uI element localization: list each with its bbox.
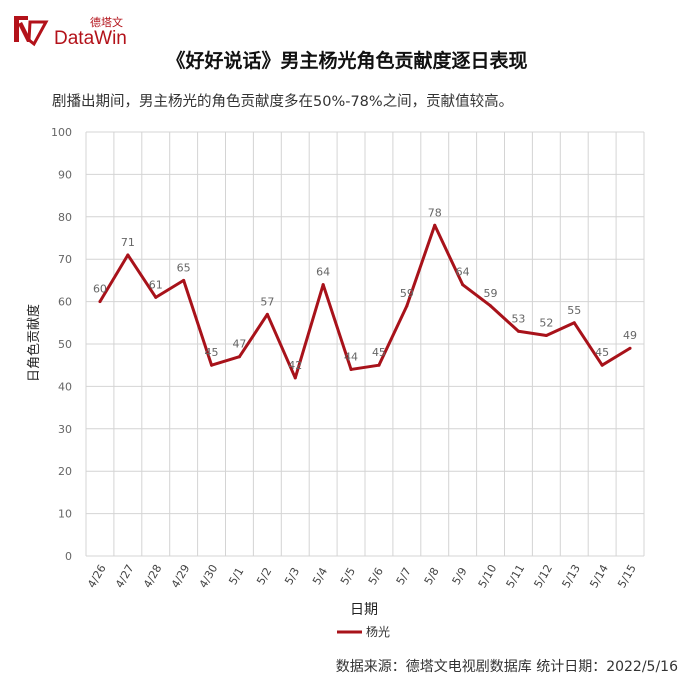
legend: 杨光 (337, 624, 390, 639)
data-point (349, 367, 353, 371)
series-layer (98, 223, 632, 380)
grid-lines (85, 131, 645, 557)
data-point (265, 312, 269, 316)
data-label: 71 (121, 236, 135, 249)
y-tick-label: 100 (51, 126, 72, 139)
data-label: 53 (511, 312, 525, 325)
data-label: 65 (177, 261, 191, 274)
x-tick-label: 5/9 (450, 565, 470, 587)
x-tick-label: 5/15 (615, 562, 639, 590)
x-tick-label: 4/28 (141, 562, 165, 590)
x-tick-label: 5/7 (394, 565, 414, 587)
data-label: 45 (205, 346, 219, 359)
data-point (126, 253, 130, 257)
data-point (377, 363, 381, 367)
data-label: 49 (623, 329, 637, 342)
data-point (461, 283, 465, 287)
data-point (489, 304, 493, 308)
logo-cn-text: 德塔文 (90, 16, 123, 29)
data-label: 60 (93, 283, 107, 296)
y-tick-label: 10 (58, 508, 72, 521)
data-point (321, 283, 325, 287)
series-line (98, 223, 631, 380)
data-label: 61 (149, 278, 163, 291)
data-point (405, 304, 409, 308)
data-point (544, 334, 548, 338)
footer-source: 数据来源：德塔文电视剧数据库 统计日期：2022/5/16 (335, 659, 678, 675)
datawin-logo-mark-icon (14, 16, 49, 47)
x-tick-label: 4/26 (85, 562, 109, 590)
x-tick-label: 5/6 (366, 565, 386, 587)
data-label: 47 (232, 338, 246, 351)
y-tick-label: 20 (58, 465, 72, 478)
data-label: 52 (539, 317, 553, 330)
data-point (628, 346, 632, 350)
axes: 0 10 20 30 40 50 60 70 80 90 100 4/26 4/27 4/28 4/29 4/… (51, 126, 639, 590)
legend-label: 杨光 (366, 624, 390, 639)
chart-title: 《好好说话》男主杨光角色贡献度逐日表现 (166, 50, 528, 72)
data-label: 59 (400, 287, 414, 300)
data-label: 57 (260, 295, 274, 308)
data-point (516, 329, 520, 333)
y-tick-label: 30 (58, 423, 72, 436)
data-point (210, 363, 214, 367)
data-point (600, 363, 604, 367)
x-tick-label: 5/8 (422, 565, 442, 587)
x-tick-label: 5/1 (226, 565, 246, 587)
data-labels: 60 71 61 65 45 47 57 42 64 44 45 59 78 64 59 53 52 55 45 49 (93, 206, 637, 372)
x-tick-label: 5/12 (532, 562, 556, 590)
y-tick-label: 60 (58, 296, 72, 309)
x-tick-label: 4/29 (169, 562, 193, 590)
data-label: 55 (567, 304, 581, 317)
x-tick-label: 4/30 (197, 562, 221, 590)
data-point (154, 295, 158, 299)
data-point (98, 300, 102, 304)
data-label: 45 (372, 346, 386, 359)
data-point (572, 321, 576, 325)
data-point (433, 223, 437, 227)
data-label: 45 (595, 346, 609, 359)
data-label: 78 (428, 206, 442, 219)
x-tick-label: 5/14 (587, 562, 611, 590)
data-label: 59 (484, 287, 498, 300)
x-tick-label: 5/5 (338, 565, 358, 587)
data-label: 44 (344, 350, 358, 363)
x-axis-title: 日期 (350, 602, 378, 618)
x-tick-label: 5/3 (282, 565, 302, 587)
logo-en-text: DataWin (54, 28, 127, 49)
y-axis-title: 日角色贡献度 (26, 304, 42, 382)
y-tick-label: 0 (65, 550, 72, 563)
data-point (293, 376, 297, 380)
y-tick-label: 90 (58, 168, 72, 181)
data-label: 64 (316, 266, 330, 279)
y-tick-label: 50 (58, 338, 72, 351)
y-tick-label: 80 (58, 211, 72, 224)
data-point (237, 355, 241, 359)
y-tick-label: 40 (58, 380, 72, 393)
data-label: 42 (288, 359, 302, 372)
x-tick-label: 5/13 (559, 562, 583, 590)
x-tick-label: 5/10 (476, 562, 500, 590)
data-label: 64 (456, 266, 470, 279)
x-tick-label: 5/4 (310, 565, 330, 587)
x-tick-label: 5/2 (254, 565, 274, 587)
x-tick-label: 4/27 (113, 562, 137, 590)
datawin-logo: 德塔文 DataWin (10, 10, 160, 50)
y-tick-label: 70 (58, 253, 72, 266)
data-point (182, 278, 186, 282)
chart-subtitle: 剧播出期间，男主杨光的角色贡献度多在50%-78%之间，贡献值较高。 (52, 94, 514, 110)
x-tick-label: 5/11 (504, 562, 528, 590)
